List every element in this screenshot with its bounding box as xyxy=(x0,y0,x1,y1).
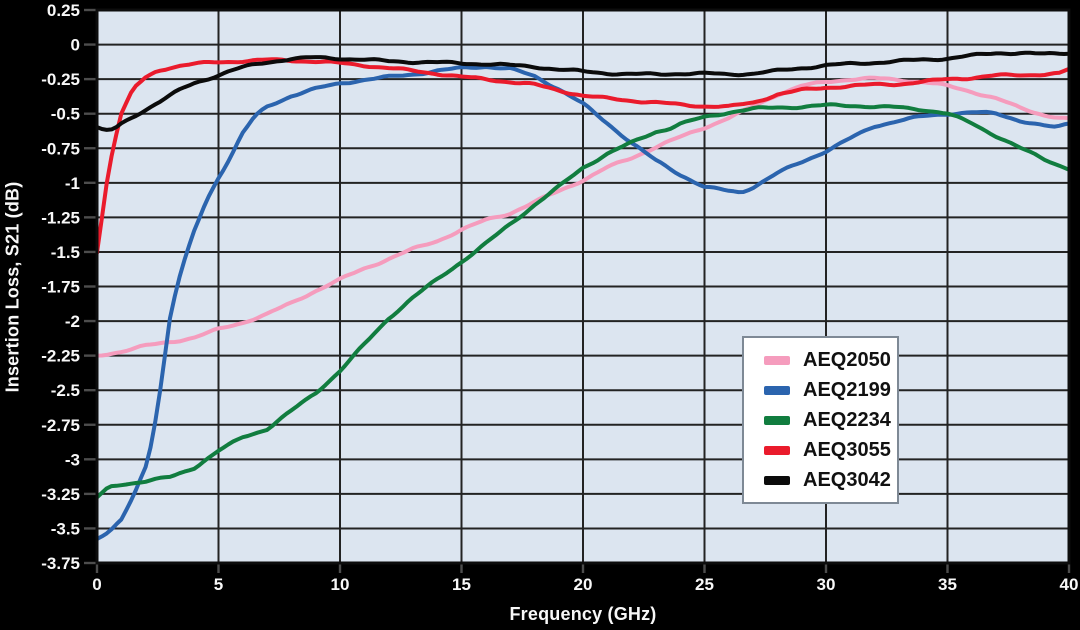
legend-label-AEQ2234: AEQ2234 xyxy=(803,409,891,431)
legend-swatch-AEQ2050 xyxy=(764,355,790,365)
y-tick-label--0.5: -0.5 xyxy=(51,105,80,124)
x-tick-label-30: 30 xyxy=(817,575,836,594)
legend-swatch-AEQ2199 xyxy=(764,385,790,395)
axis-ticks xyxy=(84,8,1071,573)
y-tick-label--3: -3 xyxy=(65,450,80,469)
legend-label-AEQ2050: AEQ2050 xyxy=(803,349,891,371)
y-tick-label--2.25: -2.25 xyxy=(41,347,80,366)
y-tick-label--0.25: -0.25 xyxy=(41,70,80,89)
y-tick-label-0: 0 xyxy=(71,36,80,55)
y-tick-label--1: -1 xyxy=(65,174,80,193)
legend-item-AEQ2199: AEQ2199 xyxy=(764,380,897,400)
series-line-AEQ3042 xyxy=(97,50,1069,132)
y-tick-label--2.5: -2.5 xyxy=(51,381,80,400)
x-tick-label-40: 40 xyxy=(1060,575,1079,594)
x-tick-label-35: 35 xyxy=(938,575,957,594)
x-tick-label-0: 0 xyxy=(92,575,101,594)
y-tick-label--3.25: -3.25 xyxy=(41,485,80,504)
y-tick-label--1.25: -1.25 xyxy=(41,208,80,227)
x-tick-label-10: 10 xyxy=(331,575,350,594)
legend-label-AEQ2199: AEQ2199 xyxy=(803,379,891,401)
y-tick-label--3.75: -3.75 xyxy=(41,554,80,573)
series-lines xyxy=(97,50,1069,541)
legend-label-AEQ3042: AEQ3042 xyxy=(803,469,891,491)
y-tick-label--1.5: -1.5 xyxy=(51,243,80,262)
series-line-AEQ2234 xyxy=(97,102,1069,500)
y-axis-title: Insertion Loss, S21 (dB) xyxy=(2,181,23,393)
x-tick-label-15: 15 xyxy=(452,575,471,594)
legend-item-AEQ3042: AEQ3042 xyxy=(764,470,897,490)
legend-item-AEQ3055: AEQ3055 xyxy=(764,440,897,460)
y-tick-label--3.5: -3.5 xyxy=(51,519,80,538)
legend-swatch-AEQ2234 xyxy=(764,415,790,425)
plot-border xyxy=(95,8,1071,565)
x-axis-title: Frequency (GHz) xyxy=(509,604,657,624)
y-tick-label--2.75: -2.75 xyxy=(41,416,80,435)
x-tick-label-25: 25 xyxy=(695,575,714,594)
series-line-AEQ3055 xyxy=(97,57,1069,255)
legend-label-AEQ3055: AEQ3055 xyxy=(803,439,891,461)
y-tick-label--2: -2 xyxy=(65,312,80,331)
series-line-AEQ2050 xyxy=(97,75,1069,358)
series-line-AEQ2199 xyxy=(97,65,1069,541)
legend-item-AEQ2050: AEQ2050 xyxy=(764,350,897,370)
legend-item-AEQ2234: AEQ2234 xyxy=(764,410,897,430)
legend-swatch-AEQ3055 xyxy=(764,445,790,455)
gridlines xyxy=(96,9,1070,564)
tick-labels: 0.25 0 -0.25 -0.5 -0.75 -1 -1.25 -1.5 -1.75 -2 -2.… xyxy=(41,1,1078,594)
y-tick-label--1.75: -1.75 xyxy=(41,278,80,297)
x-tick-label-5: 5 xyxy=(214,575,223,594)
y-tick-label--0.75: -0.75 xyxy=(41,139,80,158)
legend: AEQ2050 AEQ2199 AEQ2234 AEQ3055 AEQ3042 xyxy=(742,336,899,504)
y-tick-label-0.25: 0.25 xyxy=(47,1,80,20)
legend-swatch-AEQ3042 xyxy=(764,475,790,485)
x-tick-label-20: 20 xyxy=(574,575,593,594)
